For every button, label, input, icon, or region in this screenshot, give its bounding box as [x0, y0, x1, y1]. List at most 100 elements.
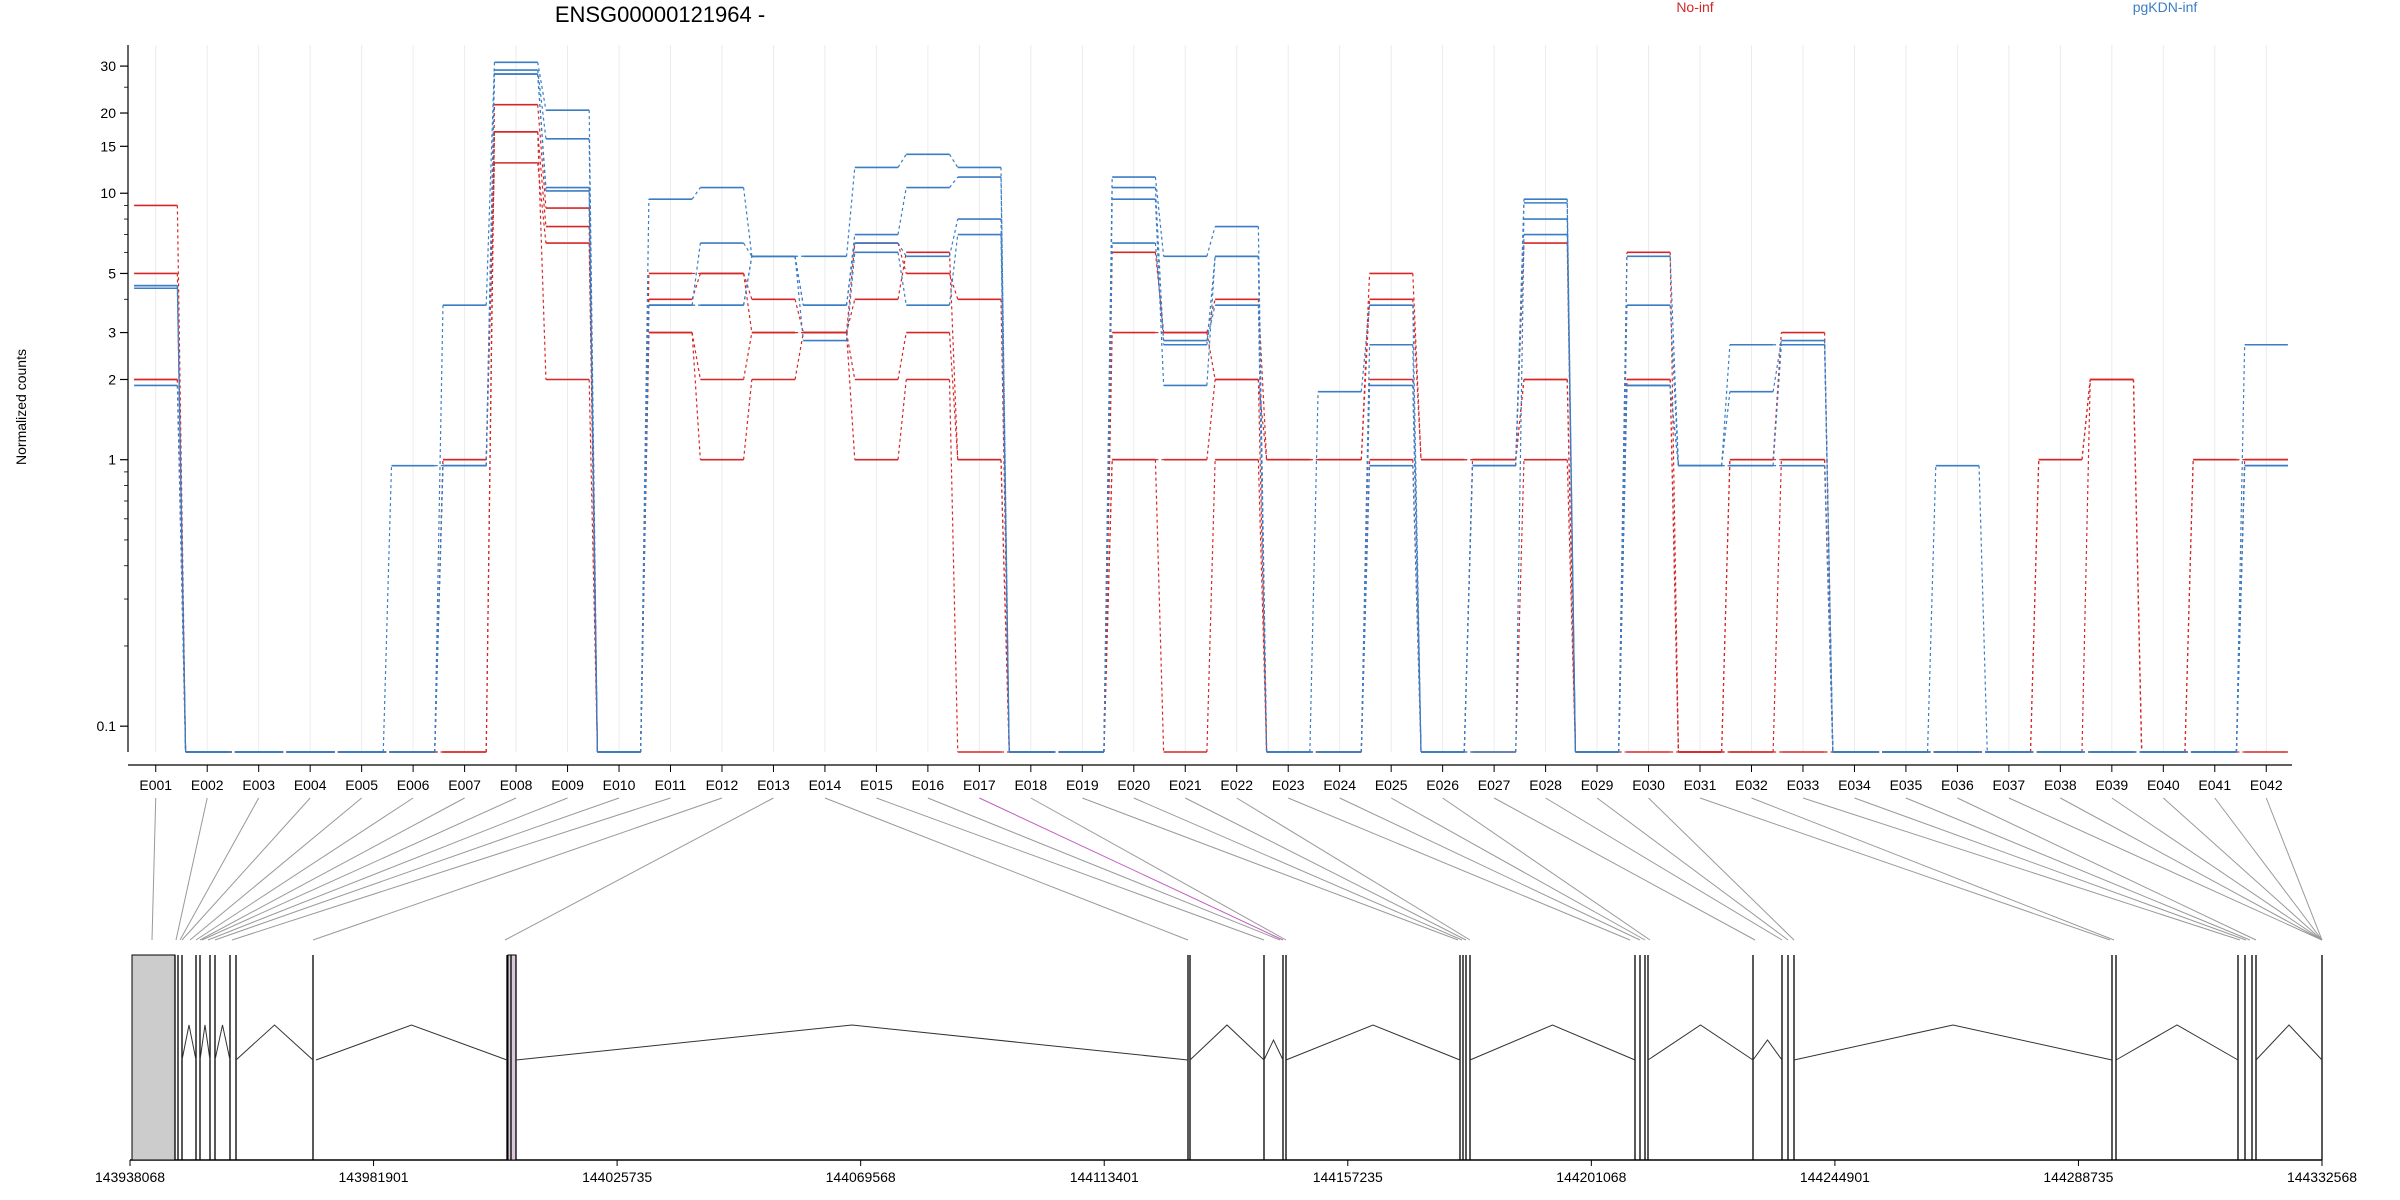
intron [214, 1024, 231, 1061]
gene-model [130, 954, 2323, 1161]
genomic-position-label: 144244901 [1800, 1169, 1870, 1185]
series-pgKDN-inf [134, 69, 2288, 753]
intron [199, 1024, 211, 1061]
x-tick-label: E018 [1014, 777, 1047, 793]
y-tick-label: 20 [100, 105, 116, 121]
x-tick-label: E040 [2147, 777, 2180, 793]
exon-link [1133, 797, 1463, 941]
exon-link [2111, 797, 2323, 941]
exon-link [1596, 797, 1789, 941]
exon-link [1493, 797, 1756, 941]
x-tick-label: E005 [345, 777, 378, 793]
exon-link [2162, 797, 2323, 941]
series-connector [176, 74, 2246, 753]
exon-link [189, 797, 362, 941]
x-tick-label: E038 [2044, 777, 2077, 793]
exon-link [979, 797, 1284, 941]
x-tick-label: E008 [500, 777, 533, 793]
x-tick-label: E031 [1684, 777, 1717, 793]
x-tick-label: E022 [1220, 777, 1253, 793]
exon-link [1905, 797, 2251, 941]
genomic-position-label: 144069568 [826, 1169, 896, 1185]
x-tick-label: E028 [1529, 777, 1562, 793]
x-tick-label: E027 [1478, 777, 1511, 793]
series-No-inf [134, 131, 2288, 753]
x-tick-label: E009 [551, 777, 584, 793]
intron [1263, 1038, 1284, 1061]
genomic-position-label: 144201068 [1556, 1169, 1626, 1185]
series-No-inf [134, 162, 2288, 753]
x-tick-label: E003 [242, 777, 275, 793]
exon-link [1390, 797, 1646, 941]
x-tick-label: E032 [1735, 777, 1768, 793]
x-tick-label: E015 [860, 777, 893, 793]
intron [2115, 1024, 2239, 1061]
exon-link [179, 797, 260, 941]
exon-link [2214, 797, 2323, 941]
genomic-position-label: 144288735 [2043, 1169, 2113, 1185]
exon-link [1802, 797, 2241, 941]
intron [1752, 1039, 1783, 1061]
intron [1647, 1024, 1754, 1061]
exon-link [199, 797, 465, 941]
exon-link [207, 797, 568, 941]
intron [181, 1024, 197, 1061]
genomic-axis: 143938068 143981901 144025735 144069568 1441… [95, 1160, 2357, 1185]
y-tick-label: 1 [108, 452, 116, 468]
exon-link [1236, 797, 1471, 941]
exon-link [1957, 797, 2257, 941]
x-tick-label: E001 [139, 777, 172, 793]
series-connector [176, 131, 2245, 753]
exon-link [1442, 797, 1651, 941]
plot-lines [134, 61, 2288, 753]
x-tick-label: E020 [1117, 777, 1150, 793]
exon-link [1185, 797, 1467, 941]
exon-links [151, 797, 2323, 941]
y-axis: 0.1 1 2 3 5 10 15 20 30 [97, 45, 129, 752]
exon-link [312, 797, 723, 941]
x-tick-label: E014 [809, 777, 842, 793]
intron [1469, 1024, 1636, 1061]
x-tick-label: E033 [1787, 777, 1820, 793]
x-tick-label: E035 [1890, 777, 1923, 793]
series-pgKDN-inf [134, 73, 2288, 753]
y-axis-label: Normalized counts [13, 349, 29, 465]
exon-link [1339, 797, 1641, 941]
exon-block-e001 [131, 954, 176, 1161]
chart-title: ENSG00000121964 - [555, 2, 765, 27]
intron [235, 1024, 314, 1061]
y-tick-label: 30 [100, 58, 116, 74]
exon-link [201, 797, 517, 941]
exon-link [2008, 797, 2323, 941]
x-tick-label: E019 [1066, 777, 1099, 793]
genomic-position-label: 143938068 [95, 1169, 165, 1185]
x-tick-label: E017 [963, 777, 996, 793]
x-tick-label: E023 [1272, 777, 1305, 793]
y-tick-label: 5 [108, 265, 116, 281]
intron [2255, 1024, 2323, 1061]
series-connector [176, 131, 2245, 753]
intron [1285, 1024, 1461, 1061]
exon-link [1854, 797, 2247, 941]
exon-link [824, 797, 1189, 941]
x-tick-label: E039 [2095, 777, 2128, 793]
x-axis: E001 E002 E003 E004 E005 E006 E007 E008 E009 E010… [128, 764, 2292, 793]
x-tick-label: E041 [2198, 777, 2231, 793]
series-pgKDN-inf [134, 73, 2288, 753]
x-tick-label: E002 [191, 777, 224, 793]
vertical-gridlines [155, 45, 2267, 752]
exon-link [1751, 797, 2115, 941]
exon-link [175, 797, 208, 941]
exon-link [927, 797, 1281, 941]
exon-link [1288, 797, 1631, 941]
x-tick-label: E021 [1169, 777, 1202, 793]
exon-link [231, 797, 671, 941]
x-tick-label: E006 [397, 777, 430, 793]
exon-link [504, 797, 774, 941]
x-tick-label: E016 [912, 777, 945, 793]
y-tick-label: 0.1 [97, 718, 117, 734]
exon-link [214, 797, 620, 941]
x-tick-label: E010 [603, 777, 636, 793]
genomic-position-label: 144113401 [1070, 1169, 1139, 1185]
